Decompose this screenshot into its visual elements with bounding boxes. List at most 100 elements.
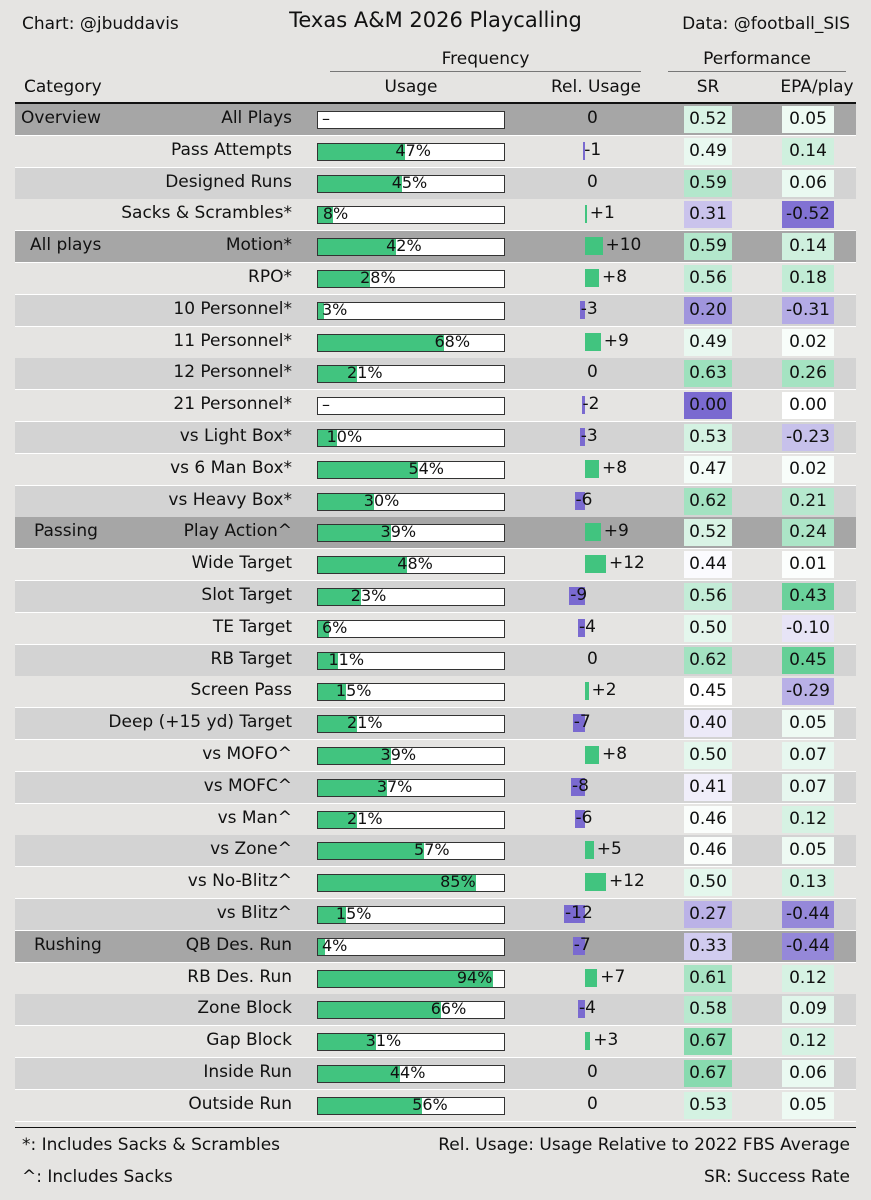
usage-bar-track: 6% — [317, 618, 505, 638]
usage-label: 15% — [335, 904, 372, 923]
usage-bar-track: 56% — [317, 1095, 505, 1115]
rel-usage-bar — [578, 618, 585, 637]
rel-usage-bar — [583, 141, 586, 160]
rel-usage-bar — [585, 523, 601, 542]
footnote-sacks: ^: Includes Sacks — [22, 1167, 173, 1187]
table-row: Designed Runs 45% 0 0.59 0.06 — [15, 167, 856, 200]
category-label: Sacks & Scrambles* — [121, 203, 292, 224]
rel-usage-bar — [569, 587, 585, 605]
usage-bar — [318, 652, 339, 669]
usage-bar-track: 23% — [317, 586, 505, 606]
usage-label: 15% — [335, 681, 372, 701]
rel-usage-label: +9 — [603, 521, 629, 542]
success-rate-cell: 0.45 — [684, 678, 732, 706]
category-label: vs Blitz^ — [216, 903, 292, 923]
category-label: vs Light Box* — [179, 426, 292, 446]
success-rate-cell: 0.50 — [684, 742, 732, 769]
usage-label: 3% — [322, 299, 348, 319]
data-source: Data: @football_SIS — [682, 14, 850, 34]
rel-usage-label: 0 — [587, 362, 598, 383]
rel-usage-bar — [585, 237, 603, 256]
table-row: 12 Personnel* 21% 0 0.63 0.26 — [15, 358, 856, 391]
epa-per-play-cell: -0.31 — [782, 296, 834, 324]
usage-label: 28% — [360, 268, 396, 287]
success-rate-cell: 0.59 — [684, 169, 732, 197]
epa-per-play-cell: 0.06 — [782, 1060, 834, 1087]
rel-usage-column-header: Rel. Usage — [550, 77, 641, 97]
usage-bar-track: 54% — [317, 458, 505, 479]
category-label: vs Heavy Box* — [168, 489, 292, 510]
frequency-group-rule — [330, 71, 641, 72]
section-label: Overview — [21, 108, 102, 128]
usage-bar — [318, 239, 397, 256]
success-rate-cell: 0.27 — [684, 901, 732, 928]
category-label: Zone Block — [197, 998, 292, 1019]
usage-bar-track: 44% — [317, 1063, 505, 1083]
rel-usage-bar — [585, 332, 601, 351]
usage-bar-track: 42% — [317, 236, 505, 257]
usage-label: 45% — [391, 172, 428, 192]
epa-per-play-cell: 0.26 — [782, 360, 834, 388]
epa-column-header: EPA/play — [780, 77, 854, 97]
rel-usage-label: 0 — [587, 1062, 598, 1082]
rel-usage-label: -6 — [575, 489, 593, 510]
category-label: RB Target — [210, 648, 292, 669]
page-title: Texas A&M 2026 Playcalling — [289, 8, 582, 32]
usage-label: 85% — [440, 872, 476, 892]
usage-bar-track: 39% — [317, 522, 505, 543]
epa-per-play-cell: -0.10 — [782, 614, 834, 642]
usage-label: 47% — [395, 140, 431, 160]
usage-label: 48% — [397, 554, 433, 574]
table-row: RPO* 28% +8 0.56 0.18 — [15, 263, 856, 295]
epa-per-play-cell: 0.02 — [782, 455, 834, 483]
success-rate-cell: 0.56 — [684, 265, 732, 292]
category-label: 12 Personnel* — [173, 362, 292, 383]
epa-per-play-cell: 0.12 — [782, 805, 834, 833]
table-row: vs No-Blitz^ 85% +12 0.50 0.13 — [15, 867, 856, 900]
epa-per-play-cell: -0.44 — [782, 901, 834, 928]
success-rate-cell: 0.52 — [684, 106, 732, 133]
success-rate-cell: 0.67 — [684, 1060, 732, 1087]
rel-usage-label: 0 — [587, 1093, 598, 1114]
usage-bar — [318, 493, 374, 510]
usage-label: 54% — [408, 458, 444, 478]
footnote-success-rate: SR: Success Rate — [703, 1167, 850, 1187]
table-row: 21 Personnel* – -2 0.00 0.00 — [15, 390, 856, 423]
rel-usage-bar — [585, 968, 598, 987]
epa-per-play-cell: 0.02 — [782, 328, 834, 356]
table-row: 11 Personnel* 68% +9 0.49 0.02 — [15, 326, 856, 359]
success-rate-cell: 0.40 — [684, 710, 732, 738]
rel-usage-label: -9 — [570, 585, 588, 605]
usage-bar-track: 21% — [317, 713, 505, 734]
usage-bar-track: 39% — [317, 745, 505, 765]
header-divider — [15, 102, 856, 104]
success-rate-cell: 0.41 — [684, 773, 732, 801]
table-row: vs Zone^ 57% +5 0.46 0.05 — [15, 835, 856, 868]
footnote-rel-usage: Rel. Usage: Usage Relative to 2022 FBS A… — [438, 1135, 850, 1155]
table-row: vs MOFC^ 37% -8 0.41 0.07 — [15, 771, 856, 804]
category-label: Screen Pass — [190, 680, 292, 701]
category-label: vs MOFO^ — [202, 744, 292, 764]
category-label: Wide Target — [191, 553, 292, 574]
success-rate-cell: 0.00 — [684, 392, 732, 420]
rel-usage-bar — [585, 269, 599, 287]
success-rate-cell: 0.49 — [684, 137, 732, 165]
usage-bar-track: 15% — [317, 681, 505, 702]
rel-usage-bar — [585, 682, 589, 701]
rel-usage-label: +12 — [609, 871, 645, 892]
category-label: RB Des. Run — [187, 966, 292, 987]
rel-usage-label: -2 — [582, 394, 600, 415]
usage-label: 10% — [326, 427, 363, 446]
table-row: All plays Motion* 42% +10 0.59 0.14 — [15, 231, 856, 264]
performance-group-rule — [668, 71, 846, 72]
usage-bar-track: 37% — [317, 777, 505, 797]
usage-bar — [318, 334, 445, 351]
rel-usage-bar — [571, 777, 585, 796]
rel-usage-label: -1 — [584, 139, 602, 160]
success-rate-cell: 0.33 — [684, 932, 732, 960]
category-label: vs 6 Man Box* — [170, 457, 292, 478]
rel-usage-label: -7 — [573, 934, 591, 955]
epa-per-play-cell: 0.21 — [782, 487, 834, 515]
usage-bar — [318, 175, 402, 192]
success-rate-cell: 0.67 — [684, 1028, 732, 1056]
